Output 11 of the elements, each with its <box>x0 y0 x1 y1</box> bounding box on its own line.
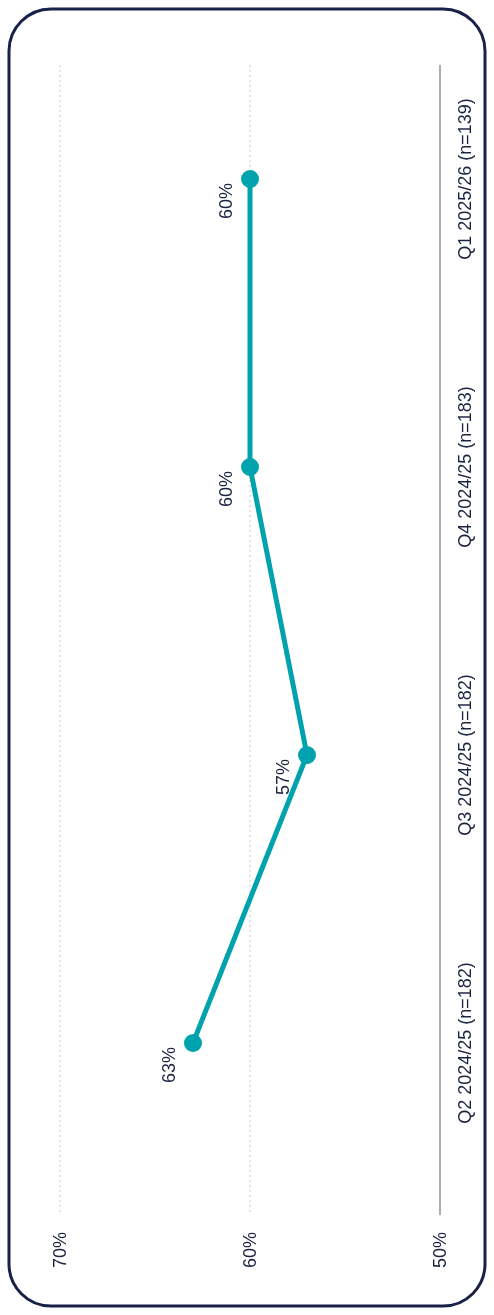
x-tick-label: 60% <box>240 1231 260 1269</box>
x-tick-label: 70% <box>50 1231 70 1269</box>
data-label: 60% <box>216 470 236 508</box>
x-tick-label: 50% <box>430 1231 450 1269</box>
y-tick-label: Q4 2024/25 (n=183) <box>455 386 475 548</box>
data-label: 57% <box>273 758 293 796</box>
y-tick-label: Q3 2024/25 (n=182) <box>455 674 475 836</box>
y-tick-label: Q2 2024/25 (n=182) <box>455 962 475 1124</box>
data-label: 63% <box>159 1046 179 1084</box>
data-label: 60% <box>216 182 236 220</box>
y-tick-label: Q1 2025/26 (n=139) <box>455 98 475 260</box>
